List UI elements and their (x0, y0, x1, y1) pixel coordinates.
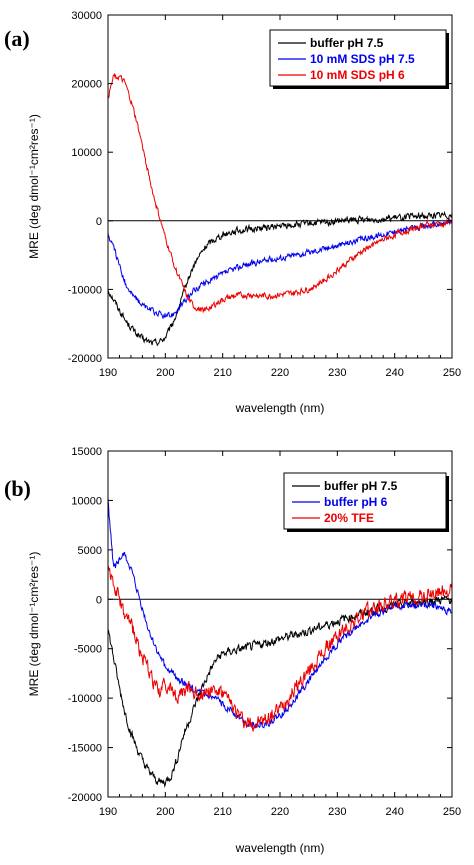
legend-label: buffer pH 6 (324, 495, 388, 509)
panel-label: (b) (4, 476, 31, 501)
y-tick-label: 0 (96, 216, 102, 228)
x-tick-label: 250 (443, 806, 461, 818)
y-tick-label: 10000 (71, 147, 102, 159)
x-tick-label: 230 (328, 367, 346, 379)
legend: buffer pH 7.5 10 mM SDS pH 7.5 10 mM SDS p… (269, 29, 449, 89)
x-axis-title: wavelength (nm) (235, 401, 325, 415)
series-line-2 (108, 497, 452, 729)
y-tick-label: 30000 (71, 10, 102, 22)
x-tick-label: 210 (213, 806, 231, 818)
y-tick-label: -20000 (68, 792, 102, 804)
legend-box (269, 29, 447, 87)
x-tick-label: 210 (213, 367, 231, 379)
x-tick-label: 240 (385, 806, 403, 818)
x-tick-label: 200 (156, 806, 174, 818)
panel-label: (a) (4, 26, 30, 51)
series-line-2 (108, 219, 452, 319)
y-tick-label: 10000 (71, 495, 102, 507)
y-tick-label: -10000 (68, 284, 102, 296)
legend-label: 20% TFE (324, 511, 374, 525)
y-tick-label: 0 (96, 594, 102, 606)
x-tick-label: 250 (443, 367, 461, 379)
x-tick-label: 220 (271, 806, 289, 818)
legend-label: buffer pH 7.5 (324, 479, 398, 493)
series-line-3 (108, 565, 452, 732)
y-axis-title: MRE (deg dmol⁻¹cm²res⁻¹) (27, 114, 41, 259)
x-tick-label: 230 (328, 806, 346, 818)
y-tick-label: 20000 (71, 79, 102, 91)
panel-b: (b) 190 200 210 220 230 240 250 -20000 -15000 -100… (4, 446, 461, 855)
legend-label: buffer pH 7.5 (310, 36, 384, 50)
x-tick-label: 200 (156, 367, 174, 379)
x-tick-label: 190 (99, 806, 117, 818)
y-tick-label: -20000 (68, 353, 102, 365)
y-axis-title: MRE (deg dmol⁻¹cm²res⁻¹) (27, 552, 41, 697)
x-axis-title: wavelength (nm) (235, 841, 325, 855)
legend-box (283, 472, 447, 530)
y-tick-label: -15000 (68, 743, 102, 755)
y-tick-label: 15000 (71, 446, 102, 458)
x-tick-label: 240 (385, 367, 403, 379)
panel-a: (a) 190 200 210 220 230 240 250 -20000 -10000 0 100… (4, 10, 461, 415)
legend: buffer pH 7.5 buffer pH 6 20% TFE (283, 472, 449, 532)
y-tick-label: -10000 (68, 693, 102, 705)
y-tick-label: 5000 (78, 545, 102, 557)
legend-label: 10 mM SDS pH 7.5 (310, 52, 415, 66)
y-tick-label: -5000 (74, 644, 102, 656)
x-tick-label: 190 (99, 367, 117, 379)
series-line-3 (108, 72, 452, 314)
series-line-1 (108, 210, 452, 347)
legend-label: 10 mM SDS pH 6 (310, 68, 405, 82)
x-tick-label: 220 (271, 367, 289, 379)
